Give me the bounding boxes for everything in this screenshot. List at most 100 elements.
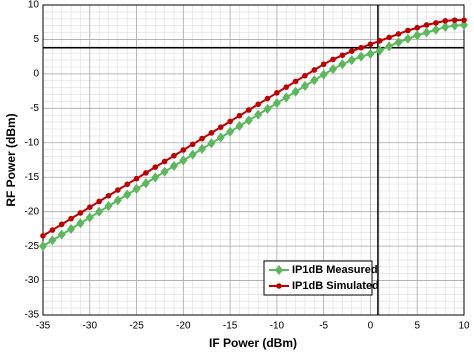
y-axis-label: RF Power (dBm) [4, 113, 18, 206]
marker [95, 206, 104, 217]
marker [292, 78, 299, 85]
marker [358, 44, 364, 51]
marker [180, 147, 187, 153]
series-line [42, 19, 464, 237]
legend-box [263, 260, 373, 296]
marker [275, 265, 283, 275]
marker [132, 183, 141, 194]
marker [413, 30, 422, 41]
marker [367, 41, 374, 48]
marker [179, 155, 188, 166]
marker [77, 210, 84, 216]
marker [160, 166, 169, 177]
marker [311, 67, 318, 73]
marker [255, 101, 261, 108]
y-tick-label: -25 [25, 241, 40, 252]
marker [414, 24, 421, 31]
marker [338, 59, 347, 70]
x-tick-label: -35 [36, 321, 51, 332]
marker [460, 19, 468, 30]
x-tick-label: 5 [414, 321, 420, 332]
marker [422, 27, 431, 38]
marker [347, 55, 356, 66]
marker [366, 48, 375, 59]
marker [431, 24, 440, 35]
marker [104, 201, 113, 212]
marker [161, 158, 168, 165]
marker [124, 181, 130, 188]
marker [235, 121, 244, 132]
x-tick-label: -10 [270, 321, 285, 332]
marker [115, 187, 121, 193]
marker [450, 20, 459, 31]
marker [329, 64, 338, 75]
marker [451, 17, 458, 23]
marker [40, 232, 46, 239]
marker [330, 56, 336, 63]
marker [227, 118, 233, 125]
marker [320, 61, 327, 68]
marker [151, 172, 160, 183]
marker [283, 84, 290, 90]
marker [300, 81, 309, 92]
marker [105, 192, 112, 199]
marker [96, 198, 102, 205]
marker [67, 223, 76, 234]
marker [199, 135, 205, 142]
y-tick-label: -10 [25, 137, 40, 148]
marker [226, 126, 235, 137]
marker [405, 27, 411, 34]
marker [216, 132, 225, 143]
marker [348, 48, 355, 54]
marker [385, 41, 394, 52]
marker [276, 283, 282, 289]
marker [442, 18, 449, 24]
marker [246, 107, 252, 113]
x-tick-label: -25 [129, 321, 144, 332]
x-tick-label: -5 [319, 321, 328, 332]
x-axis-label: IF Power (dBm) [209, 336, 297, 350]
marker [39, 241, 47, 252]
marker [188, 149, 197, 160]
marker [319, 69, 328, 80]
y-tick-label: -35 [25, 310, 40, 321]
marker [375, 45, 384, 56]
marker [86, 204, 93, 210]
marker [433, 20, 439, 26]
marker [302, 72, 308, 79]
marker [357, 51, 366, 62]
marker [48, 235, 57, 246]
marker [68, 215, 74, 222]
marker [244, 115, 253, 126]
y-tick-label: 10 [28, 0, 40, 11]
marker [291, 86, 300, 97]
marker [217, 124, 224, 130]
marker [403, 33, 412, 44]
marker [263, 103, 272, 114]
marker [441, 22, 450, 33]
x-tick-label: 10 [458, 321, 470, 332]
marker [339, 52, 346, 59]
marker [395, 31, 402, 37]
marker [57, 229, 66, 240]
marker [310, 75, 319, 86]
marker [394, 37, 403, 48]
y-tick-label: 5 [33, 34, 39, 45]
series-line [42, 23, 465, 247]
marker [58, 221, 65, 228]
marker [152, 164, 159, 170]
marker [377, 38, 383, 44]
marker [123, 189, 132, 200]
marker [461, 17, 467, 23]
y-tick-label: -15 [25, 172, 40, 183]
plot-frame [42, 4, 465, 316]
marker [76, 218, 85, 229]
marker [171, 152, 177, 159]
y-tick-label: -30 [25, 275, 40, 286]
x-tick-label: -20 [176, 321, 191, 332]
y-tick-label: -20 [25, 206, 40, 217]
marker [189, 141, 196, 148]
x-tick-label: -15 [223, 321, 238, 332]
marker [85, 212, 94, 223]
